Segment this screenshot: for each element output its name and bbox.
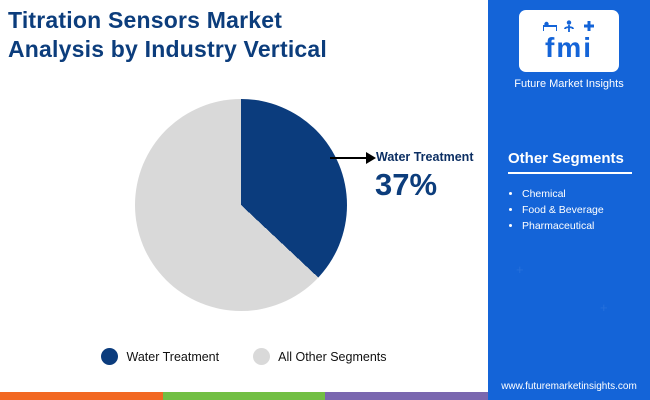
legend-swatch [253,348,271,365]
page-title-line1: Titration Sensors Market [8,7,283,33]
list-item: Chemical [522,186,604,202]
page-title-line2: Analysis by Industry Vertical [8,36,327,63]
person-flag-icon [564,20,574,32]
logo-wordmark: fmi [545,32,593,63]
legend-item-all-other-segments[interactable]: All Other Segments [253,348,387,365]
medical-icon [584,21,594,31]
legend-item-water-treatment[interactable]: Water Treatment [101,348,219,365]
website-link[interactable]: www.futuremarketinsights.com [501,381,637,392]
legend: Water Treatment All Other Segments [0,348,488,365]
list-item: Food & Beverage [522,202,604,218]
brand-panel: fmi Future Market Insights Other Segment… [488,0,650,400]
legend-swatch [101,348,119,365]
legend-label: All Other Segments [278,349,387,364]
bed-icon [543,21,557,31]
callout-label: Water Treatment [376,150,474,164]
callout-value: 37% [375,167,438,202]
decorative-plus-icon: + [516,262,524,277]
fmi-logo[interactable]: fmi [519,10,619,72]
chart-section: Titration Sensors Market Analysis by Ind… [0,6,489,400]
stripe-purple [325,392,489,400]
heading-underline [508,172,632,174]
list-item: Pharmaceutical [522,218,604,234]
other-segments-list: Chemical Food & Beverage Pharmaceutical [508,186,604,234]
callout-arrow-icon [330,152,376,164]
decorative-plus-icon: + [600,300,608,315]
footer-stripes [0,392,489,400]
legend-label: Water Treatment [126,349,220,364]
stripe-orange [0,392,163,400]
page-title: Titration Sensors Market Analysis by Ind… [8,6,327,65]
logo-icons [543,20,595,32]
other-segments-heading: Other Segments [508,150,624,167]
pie-chart[interactable] [135,99,347,311]
brand-name: Future Market Insights [514,78,624,90]
stripe-green [162,392,326,400]
